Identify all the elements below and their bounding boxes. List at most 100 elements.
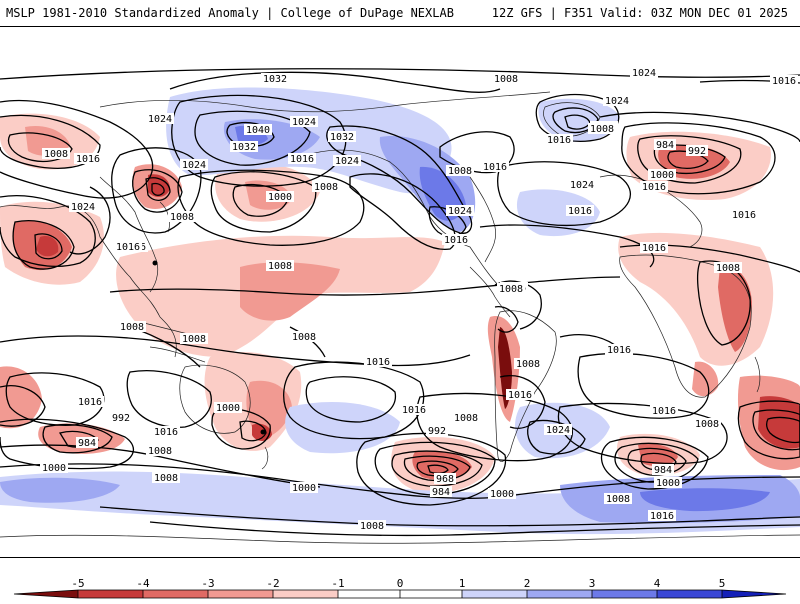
coast-n-america-east <box>469 176 496 263</box>
isobar-1016-south-pac <box>126 370 212 428</box>
svg-text:984: 984 <box>654 465 672 476</box>
contour-label: 984 <box>654 139 676 151</box>
svg-text:1008: 1008 <box>170 212 194 223</box>
colorbar-seg-pos4 <box>657 590 722 598</box>
contour-label: 1000 <box>648 169 676 181</box>
contour-label: 1000 <box>266 191 294 203</box>
contour-label: 1016 <box>288 153 316 165</box>
svg-text:1008: 1008 <box>516 359 540 370</box>
contour-label: 1032 <box>328 131 356 143</box>
contour-label: 1008 <box>168 211 196 223</box>
svg-text:1032: 1032 <box>330 132 354 143</box>
anomaly-neg-asia-core <box>36 236 59 257</box>
low-center-dot <box>152 260 158 266</box>
contour-label: 1008 <box>118 321 146 333</box>
colorbar <box>0 560 800 600</box>
isobar-1008-asia <box>34 233 63 260</box>
contour-label: 1016 <box>442 234 470 246</box>
anomaly-neg-south-atlantic-low-2 <box>412 450 472 480</box>
svg-text:1016: 1016 <box>444 235 468 246</box>
isobar-1008-spac-aus <box>0 418 135 470</box>
svg-text:1000: 1000 <box>268 192 292 203</box>
svg-text:984: 984 <box>432 487 450 498</box>
contour-labels: 1032 1024 1016 1008 1024 1016 1008 1024 … <box>40 67 798 532</box>
isobar-1016-greenland <box>552 107 599 134</box>
isobar-1000-southern <box>0 463 800 499</box>
contour-label: 1016 <box>364 356 392 368</box>
contour-label: 1008 <box>588 123 616 135</box>
contour-label: 1008 <box>266 260 294 272</box>
isobar-1024-greenland <box>535 93 620 142</box>
colorbar-tick-label: 1 <box>458 577 466 590</box>
colorbar-tick-label: -4 <box>136 577 150 590</box>
svg-text:1008: 1008 <box>120 322 144 333</box>
svg-text:1024: 1024 <box>182 160 206 171</box>
contour-label: 1024 <box>180 159 208 171</box>
colorbar-tick-label: 4 <box>653 577 661 590</box>
isobar-1016-atlantic <box>479 224 655 268</box>
coast-east-asia <box>99 176 159 293</box>
colorbar-segments <box>14 590 786 598</box>
anomaly-neg-tropical-pacific-2 <box>240 262 340 321</box>
contour-label: 1016 <box>76 396 104 408</box>
svg-text:1008: 1008 <box>148 446 172 457</box>
isobar-1016-asia-north <box>69 186 111 255</box>
svg-text:1016: 1016 <box>78 397 102 408</box>
contour-label: 984 <box>652 464 674 476</box>
isobar-1000-nwp <box>145 177 171 201</box>
map-svg: 1032 1024 1016 1008 1024 1016 1008 1024 … <box>0 67 800 544</box>
isobar-1032-arctic <box>169 71 501 93</box>
isobar-1008-africa <box>696 260 751 346</box>
svg-text:1016: 1016 <box>402 405 426 416</box>
colorbar-seg-neg2 <box>208 590 273 598</box>
svg-text:1024: 1024 <box>448 206 472 217</box>
contour-label: 1024 <box>568 179 596 191</box>
svg-text:1008: 1008 <box>606 494 630 505</box>
isobar-1008-s-indian-low <box>600 436 709 490</box>
positive-anomaly-regions <box>0 87 800 535</box>
contour-label: 1008 <box>492 73 520 85</box>
colorbar-tick-label: 5 <box>718 577 726 590</box>
colorbar-seg-zero-a <box>338 590 400 598</box>
contour-label: 1008 <box>452 412 480 424</box>
isobar-1000-s-indian-low <box>614 442 699 483</box>
svg-text:1016: 1016 <box>483 162 507 173</box>
contour-label: 1016 <box>605 344 633 356</box>
contour-label: 1016 <box>770 75 798 87</box>
svg-text:1024: 1024 <box>292 117 316 128</box>
isobar-1008-southern <box>0 444 321 488</box>
isobar-1016-s-indian-w <box>0 385 46 427</box>
isobar-1024-alaska <box>171 94 347 187</box>
svg-text:1008: 1008 <box>360 521 384 532</box>
coast-madagascar <box>754 356 761 393</box>
contour-label: 1016 <box>114 241 142 253</box>
contour-label: 1008 <box>358 520 386 532</box>
svg-text:1024: 1024 <box>335 156 359 167</box>
contour-label: 1008 <box>312 181 340 193</box>
contour-label: 1016 <box>650 405 678 417</box>
svg-text:1008: 1008 <box>182 334 206 345</box>
svg-text:1040: 1040 <box>246 125 270 136</box>
colorbar-arrow-right <box>722 590 786 598</box>
svg-text:1000: 1000 <box>292 483 316 494</box>
svg-text:1008: 1008 <box>44 149 68 160</box>
coast-australia <box>179 364 251 434</box>
svg-text:1016: 1016 <box>547 135 571 146</box>
isobar-1016-s-amer <box>499 375 546 429</box>
contour-label: 1016 <box>648 510 676 522</box>
isobar-1000-europe <box>637 135 742 184</box>
contour-label: 1000 <box>214 402 242 414</box>
svg-text:1024: 1024 <box>546 425 570 436</box>
contour-label: 1008 <box>604 493 632 505</box>
isobar-1024-namerica <box>349 173 456 251</box>
svg-text:992: 992 <box>112 413 130 424</box>
contour-label: 1000 <box>290 482 318 494</box>
svg-text:1000: 1000 <box>490 489 514 500</box>
isobar-1016-s-africa <box>577 352 710 419</box>
svg-text:1016: 1016 <box>366 357 390 368</box>
svg-text:1024: 1024 <box>605 96 629 107</box>
svg-text:1008: 1008 <box>314 182 338 193</box>
svg-text:1016: 1016 <box>76 154 100 165</box>
isobar-1000-s-indian-east <box>752 409 800 451</box>
isobar-1016-eq-atl <box>559 334 616 346</box>
